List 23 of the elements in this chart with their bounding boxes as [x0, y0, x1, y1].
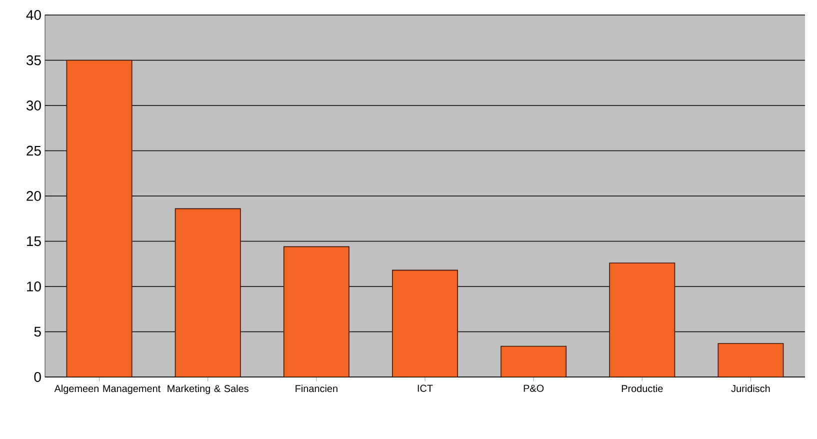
x-tick-label: Juridisch [731, 384, 770, 392]
y-tick-label: 15 [27, 236, 41, 246]
y-tick-label: 25 [26, 146, 41, 156]
bar [609, 262, 676, 377]
x-tick-label: Productie [622, 384, 663, 392]
x-tick-label: Financien [296, 384, 338, 392]
bar [718, 343, 784, 377]
y-tick-label: 40 [26, 10, 41, 20]
x-tick-label: Algemeen Management [54, 384, 161, 394]
y-tick-label: 30 [26, 100, 41, 110]
bar [500, 346, 567, 377]
x-tick-label: Marketing & Sales [168, 384, 248, 394]
x-tick-label: ICT [418, 384, 433, 392]
y-tick-label: 35 [26, 55, 41, 66]
bar [174, 208, 241, 377]
bar [66, 60, 132, 377]
y-tick-label: 5 [34, 326, 41, 337]
x-tick-label: P&O [524, 384, 544, 392]
y-tick-label: 0 [34, 372, 41, 382]
bar [283, 246, 350, 377]
y-tick-label: 10 [27, 282, 41, 292]
bar [392, 270, 458, 377]
y-tick-label: 20 [26, 191, 41, 201]
